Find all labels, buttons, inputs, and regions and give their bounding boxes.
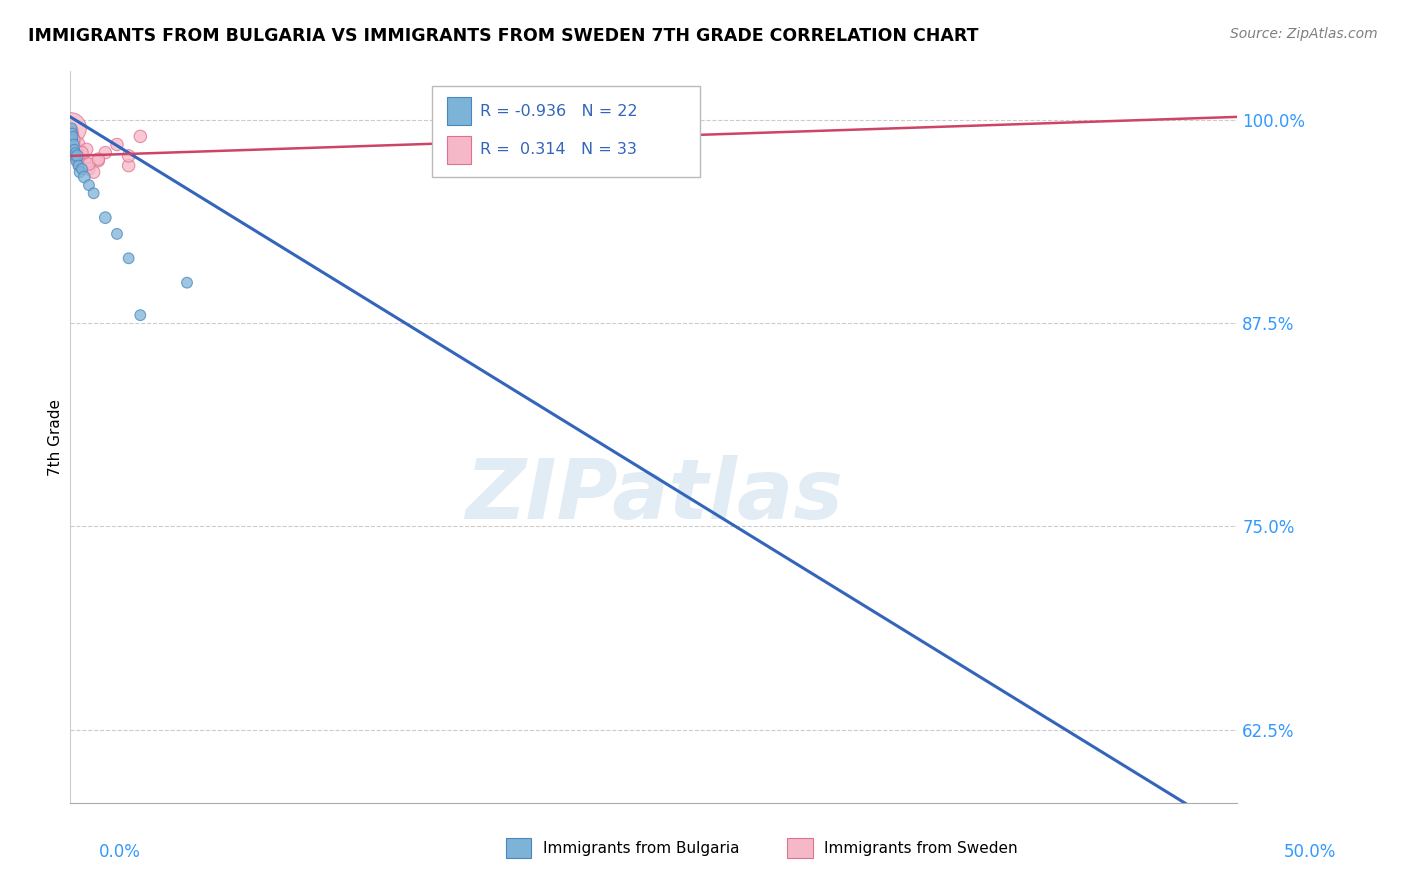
Point [77,161,100,176]
Point [69,165,91,179]
Point [67,159,90,173]
Text: R =  0.314   N = 33: R = 0.314 N = 33 [479,142,637,157]
Point [60,128,83,142]
Point [76,142,98,156]
Point [87,153,110,168]
Point [62,129,84,144]
Point [62,133,84,147]
Point [118,159,141,173]
Point [65,153,87,168]
Point [69,159,91,173]
Point [60,126,83,140]
Point [118,252,141,266]
Point [1109,828,1132,842]
FancyBboxPatch shape [432,86,700,178]
Point [62,129,84,144]
Point [60,126,83,140]
Point [60,121,83,136]
Point [63,149,86,163]
Text: 50.0%: 50.0% [1284,843,1336,861]
Point [62,133,84,147]
Point [66,137,89,152]
Point [60,133,83,147]
Bar [447,136,471,163]
Point [70,161,93,176]
Point [105,137,128,152]
Point [105,227,128,241]
Point [94,145,117,160]
Point [62,136,84,150]
Text: ZIPatlas: ZIPatlas [465,455,842,536]
Point [59,121,82,136]
Point [63,141,86,155]
Point [63,142,86,156]
Point [70,145,93,160]
Point [176,276,198,290]
Text: Source: ZipAtlas.com: Source: ZipAtlas.com [1230,27,1378,41]
Point [94,211,117,225]
Text: IMMIGRANTS FROM BULGARIA VS IMMIGRANTS FROM SWEDEN 7TH GRADE CORRELATION CHART: IMMIGRANTS FROM BULGARIA VS IMMIGRANTS F… [28,27,979,45]
Y-axis label: 7th Grade: 7th Grade [48,399,63,475]
Point [129,308,152,322]
Text: Immigrants from Sweden: Immigrants from Sweden [824,841,1018,855]
Point [83,165,105,179]
Point [65,149,87,163]
Point [66,149,89,163]
Point [65,145,87,160]
Point [70,149,93,163]
Text: Immigrants from Bulgaria: Immigrants from Bulgaria [543,841,740,855]
Point [67,153,90,168]
Point [129,129,152,144]
Bar [447,97,471,125]
Point [77,157,100,171]
Text: 0.0%: 0.0% [98,843,141,861]
Point [62,137,84,152]
Text: R = -0.936   N = 22: R = -0.936 N = 22 [479,103,637,119]
Point [77,178,100,193]
Point [87,152,110,166]
Point [63,145,86,160]
Point [73,169,96,184]
Point [73,153,96,168]
Point [65,144,87,158]
Point [62,137,84,152]
Point [60,124,83,138]
Point [62,134,84,148]
Point [83,186,105,201]
Point [65,142,87,156]
Point [67,149,90,163]
Point [118,149,141,163]
